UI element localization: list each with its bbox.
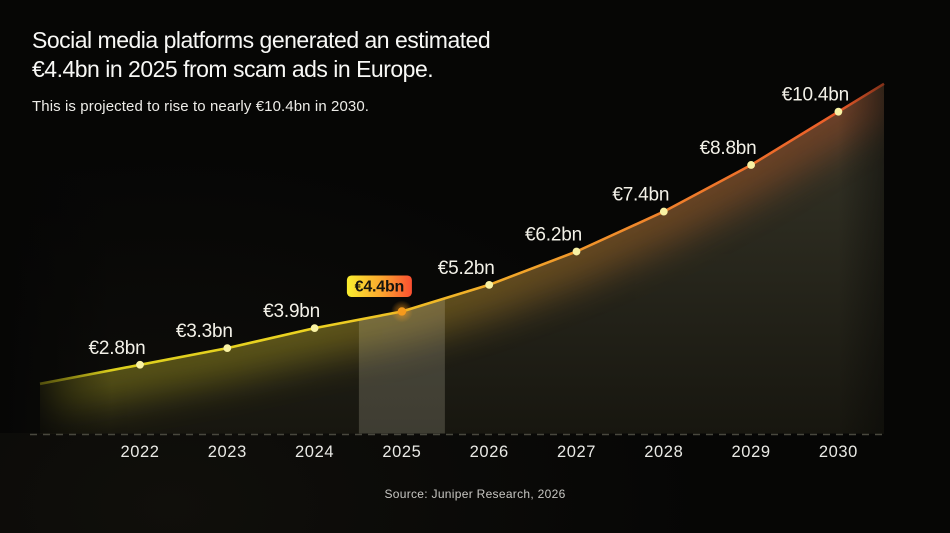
data-point-2027 — [572, 247, 581, 256]
data-point-2024 — [310, 324, 319, 333]
x-tick-2027: 2027 — [557, 443, 596, 461]
x-tick-2025: 2025 — [382, 443, 421, 461]
page-subtitle: This is projected to rise to nearly €10.… — [32, 98, 370, 115]
value-label-2023: €3.3bn — [176, 321, 233, 342]
value-label-2030: €10.4bn — [782, 85, 849, 106]
data-point-2026 — [485, 280, 494, 289]
value-label-2022: €2.8bn — [89, 338, 146, 359]
x-tick-2022: 2022 — [120, 443, 159, 461]
value-label-2028: €7.4bn — [612, 185, 669, 206]
data-point-2025 — [397, 307, 407, 316]
highlight-badge-label: €4.4bn — [355, 278, 405, 295]
value-label-2024: €3.9bn — [263, 301, 320, 322]
value-label-2026: €5.2bn — [438, 258, 495, 279]
x-tick-2029: 2029 — [732, 443, 771, 461]
data-point-2028 — [659, 207, 668, 216]
data-point-2029 — [747, 161, 755, 169]
source-caption: Source: Juniper Research, 2026 — [384, 487, 566, 501]
value-label-2029: €8.8bn — [700, 138, 757, 159]
x-tick-2023: 2023 — [208, 443, 247, 461]
x-tick-2028: 2028 — [644, 443, 683, 461]
highlight-badge — [346, 275, 412, 297]
data-point-2023 — [223, 344, 232, 353]
x-tick-2026: 2026 — [470, 443, 509, 461]
x-tick-2030: 2030 — [819, 443, 858, 461]
header: Social media platforms generated an esti… — [32, 26, 491, 115]
highlight-year-band — [358, 83, 445, 434]
page-title-line-2: €4.4bn in 2025 from scam ads in Europe. — [32, 56, 434, 82]
data-point-2030 — [834, 107, 843, 116]
data-point-2022 — [136, 360, 144, 369]
page-title-line-1: Social media platforms generated an esti… — [32, 27, 491, 53]
right-fade-overlay — [838, 55, 950, 433]
x-tick-2024: 2024 — [295, 443, 334, 461]
value-label-2027: €6.2bn — [525, 225, 582, 246]
area-fill-group — [40, 83, 884, 434]
left-fade-overlay — [0, 55, 112, 433]
